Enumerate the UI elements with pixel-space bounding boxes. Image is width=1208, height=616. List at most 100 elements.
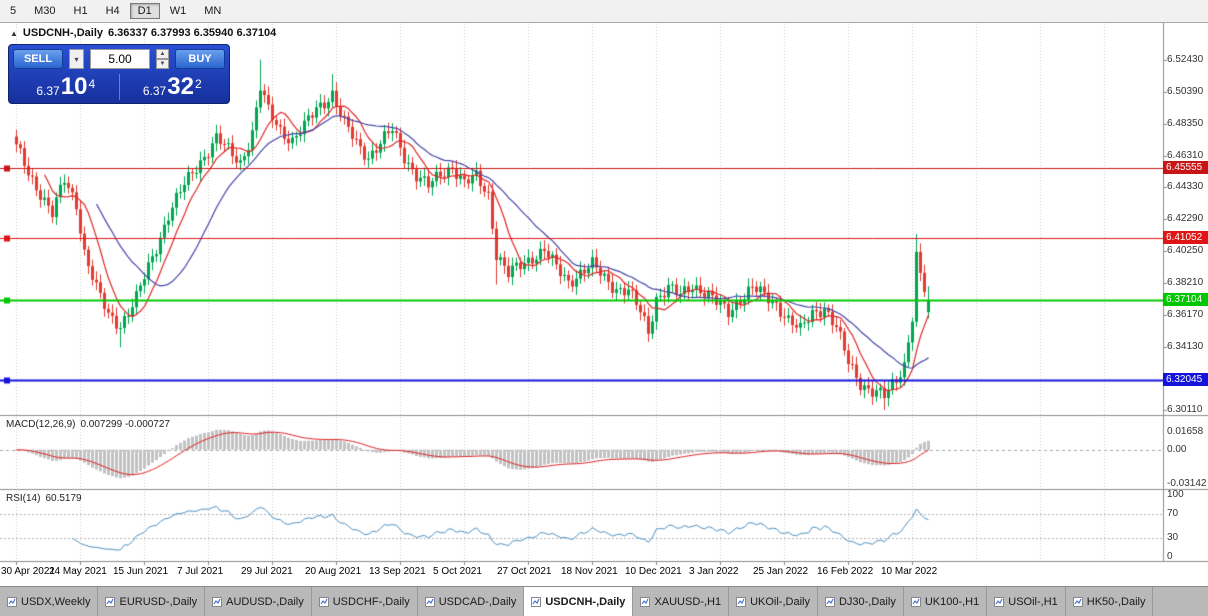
date-axis-label: 3 Jan 2022 (689, 566, 739, 577)
date-axis-label: 7 Jul 2021 (177, 566, 224, 577)
tab-hk50-daily[interactable]: HK50-,Daily (1066, 587, 1154, 616)
chart-tab-icon (736, 596, 747, 607)
sell-price-display[interactable]: 6.37 10 4 (13, 73, 119, 100)
date-axis-label: 16 Feb 2022 (817, 566, 874, 577)
trade-prices-row: 6.37 10 4 6.37 32 2 (13, 70, 225, 100)
sell-price-big: 10 (60, 73, 88, 100)
tab-audusd-daily[interactable]: AUDUSD-,Daily (205, 587, 312, 616)
price-axis-label: 6.40250 (1167, 244, 1204, 256)
rsi-name: RSI(14) (6, 493, 41, 504)
timeframe-button-h1[interactable]: H1 (66, 3, 96, 19)
price-axis[interactable]: 6.52430 6.50390 6.48350 6.46310 6.44330 6.422… (1163, 22, 1208, 582)
tab-usdx-weekly[interactable]: USDX,Weekly (0, 587, 99, 616)
price-axis-label: 6.34130 (1167, 340, 1204, 352)
chart-symbol-period: USDCNH-,Daily (22, 27, 103, 39)
chart-tab-icon (424, 596, 435, 607)
volume-up-icon[interactable]: ▲ (156, 49, 169, 59)
volume-input[interactable] (90, 49, 150, 69)
date-axis-label: 24 May 2021 (49, 566, 107, 577)
tab-uk100-h1[interactable]: UK100-,H1 (904, 587, 988, 616)
buy-price-big: 32 (167, 73, 194, 100)
chart-tab-icon (531, 596, 542, 607)
timeframe-toolbar: 5 M30 H1 H4 D1 W1 MN (0, 0, 1208, 23)
chart-tab-icon (994, 596, 1005, 607)
volume-down-icon[interactable]: ▼ (156, 59, 169, 69)
price-axis-label: 6.46310 (1167, 149, 1204, 161)
date-axis-label: 5 Oct 2021 (433, 566, 482, 577)
price-axis-label: 6.44330 (1167, 180, 1204, 192)
macd-indicator-label: MACD(12,26,9) 0.007299 -0.000727 (6, 419, 175, 430)
date-axis-label: 27 Oct 2021 (497, 566, 552, 577)
macd-axis-label: -0.03142 (1167, 478, 1207, 489)
one-click-trading-panel: SELL ▾ ▲ ▼ BUY 6.37 10 4 6.37 32 2 (8, 44, 230, 104)
tab-eurusd-daily[interactable]: EURUSD-,Daily (98, 587, 206, 616)
price-axis-label: 6.36170 (1167, 308, 1204, 320)
trade-controls-row: SELL ▾ ▲ ▼ BUY (13, 48, 225, 70)
tab-label: USDX,Weekly (21, 595, 91, 608)
timeframe-button-h4[interactable]: H4 (98, 3, 128, 19)
chart-tab-icon (7, 596, 17, 607)
price-axis-label: 6.30110 (1167, 403, 1203, 415)
tab-ukoil-daily[interactable]: UKOil-,Daily (729, 587, 818, 616)
tab-label: USDCHF-,Daily (332, 595, 410, 608)
price-line-badge: 6.32045 (1163, 372, 1208, 386)
buy-price-display[interactable]: 6.37 32 2 (120, 73, 226, 100)
date-axis-label: 18 Nov 2021 (561, 566, 618, 577)
price-line-badge: 6.37104 (1163, 293, 1208, 307)
macd-axis-label: 0.01658 (1167, 425, 1204, 437)
date-axis[interactable]: 30 Apr 2021 24 May 2021 15 Jun 2021 7 Jul 2… (0, 561, 1163, 583)
timeframe-button-w1[interactable]: W1 (162, 3, 195, 19)
sell-price-sup: 4 (88, 77, 96, 91)
rsi-axis-label: 0 (1167, 551, 1173, 562)
chart-tab-icon (1072, 596, 1083, 607)
date-axis-label: 30 Apr 2021 (1, 566, 55, 577)
tab-label: EURUSD-,Daily (119, 595, 198, 608)
tab-label: USDCNH-,Daily (545, 595, 626, 608)
price-axis-label: 6.50390 (1167, 85, 1204, 97)
sell-button[interactable]: SELL (13, 49, 63, 69)
tab-label: UK100-,H1 (924, 595, 980, 608)
tab-usdcad-daily[interactable]: USDCAD-,Daily (418, 587, 525, 616)
chart-title: ▲ USDCNH-,Daily 6.36337 6.37993 6.35940 … (10, 27, 276, 39)
tab-usoil-h1[interactable]: USOil-,H1 (987, 587, 1066, 616)
timeframe-button-m30[interactable]: M30 (26, 3, 63, 19)
date-axis-label: 20 Aug 2021 (305, 566, 362, 577)
date-axis-label: 15 Jun 2021 (113, 566, 169, 577)
collapse-trade-panel-icon[interactable]: ▲ (10, 28, 18, 38)
tab-usdcnh-daily[interactable]: USDCNH-,Daily (524, 587, 634, 616)
price-axis-label: 6.48350 (1167, 117, 1204, 129)
date-axis-label: 10 Dec 2021 (625, 566, 682, 577)
volume-dropdown-button[interactable]: ▾ (69, 49, 84, 69)
chart-tab-icon (640, 596, 651, 607)
tab-label: UKOil-,Daily (750, 595, 810, 608)
price-axis-label: 6.52430 (1167, 53, 1204, 65)
tab-xauusd-h1[interactable]: XAUUSD-,H1 (633, 587, 730, 616)
macd-name: MACD(12,26,9) (6, 419, 76, 430)
rsi-axis-label: 30 (1167, 532, 1179, 544)
rsi-indicator-label: RSI(14) 60.5179 (6, 493, 87, 504)
tab-label: DJ30-,Daily (838, 595, 896, 608)
chart-ohlc-values: 6.36337 6.37993 6.35940 6.37104 (108, 27, 277, 39)
chart-tab-icon (824, 596, 835, 607)
chart-tab-icon (318, 596, 329, 607)
timeframe-button-mn[interactable]: MN (196, 3, 229, 19)
tab-label: XAUUSD-,H1 (654, 595, 722, 608)
timeframe-button-5[interactable]: 5 (2, 3, 24, 19)
buy-button[interactable]: BUY (175, 49, 225, 69)
tab-dj30-daily[interactable]: DJ30-,Daily (818, 587, 904, 616)
tab-usdchf-daily[interactable]: USDCHF-,Daily (312, 587, 418, 616)
timeframe-button-d1[interactable]: D1 (129, 3, 160, 19)
date-axis-label: 10 Mar 2022 (881, 566, 938, 577)
tab-label: AUDUSD-,Daily (226, 595, 304, 608)
price-axis-label: 6.38210 (1167, 276, 1204, 288)
chart-tab-icon (910, 596, 921, 607)
price-divider (118, 74, 120, 100)
macd-axis-label: 0.00 (1167, 443, 1187, 455)
chart-tab-icon (212, 596, 223, 607)
price-line-badge: 6.41052 (1163, 231, 1208, 245)
tab-label: HK50-,Daily (1086, 595, 1146, 608)
chart-tab-icon (105, 596, 116, 607)
date-axis-label: 29 Jul 2021 (241, 566, 293, 577)
date-axis-label: 13 Sep 2021 (369, 566, 426, 577)
